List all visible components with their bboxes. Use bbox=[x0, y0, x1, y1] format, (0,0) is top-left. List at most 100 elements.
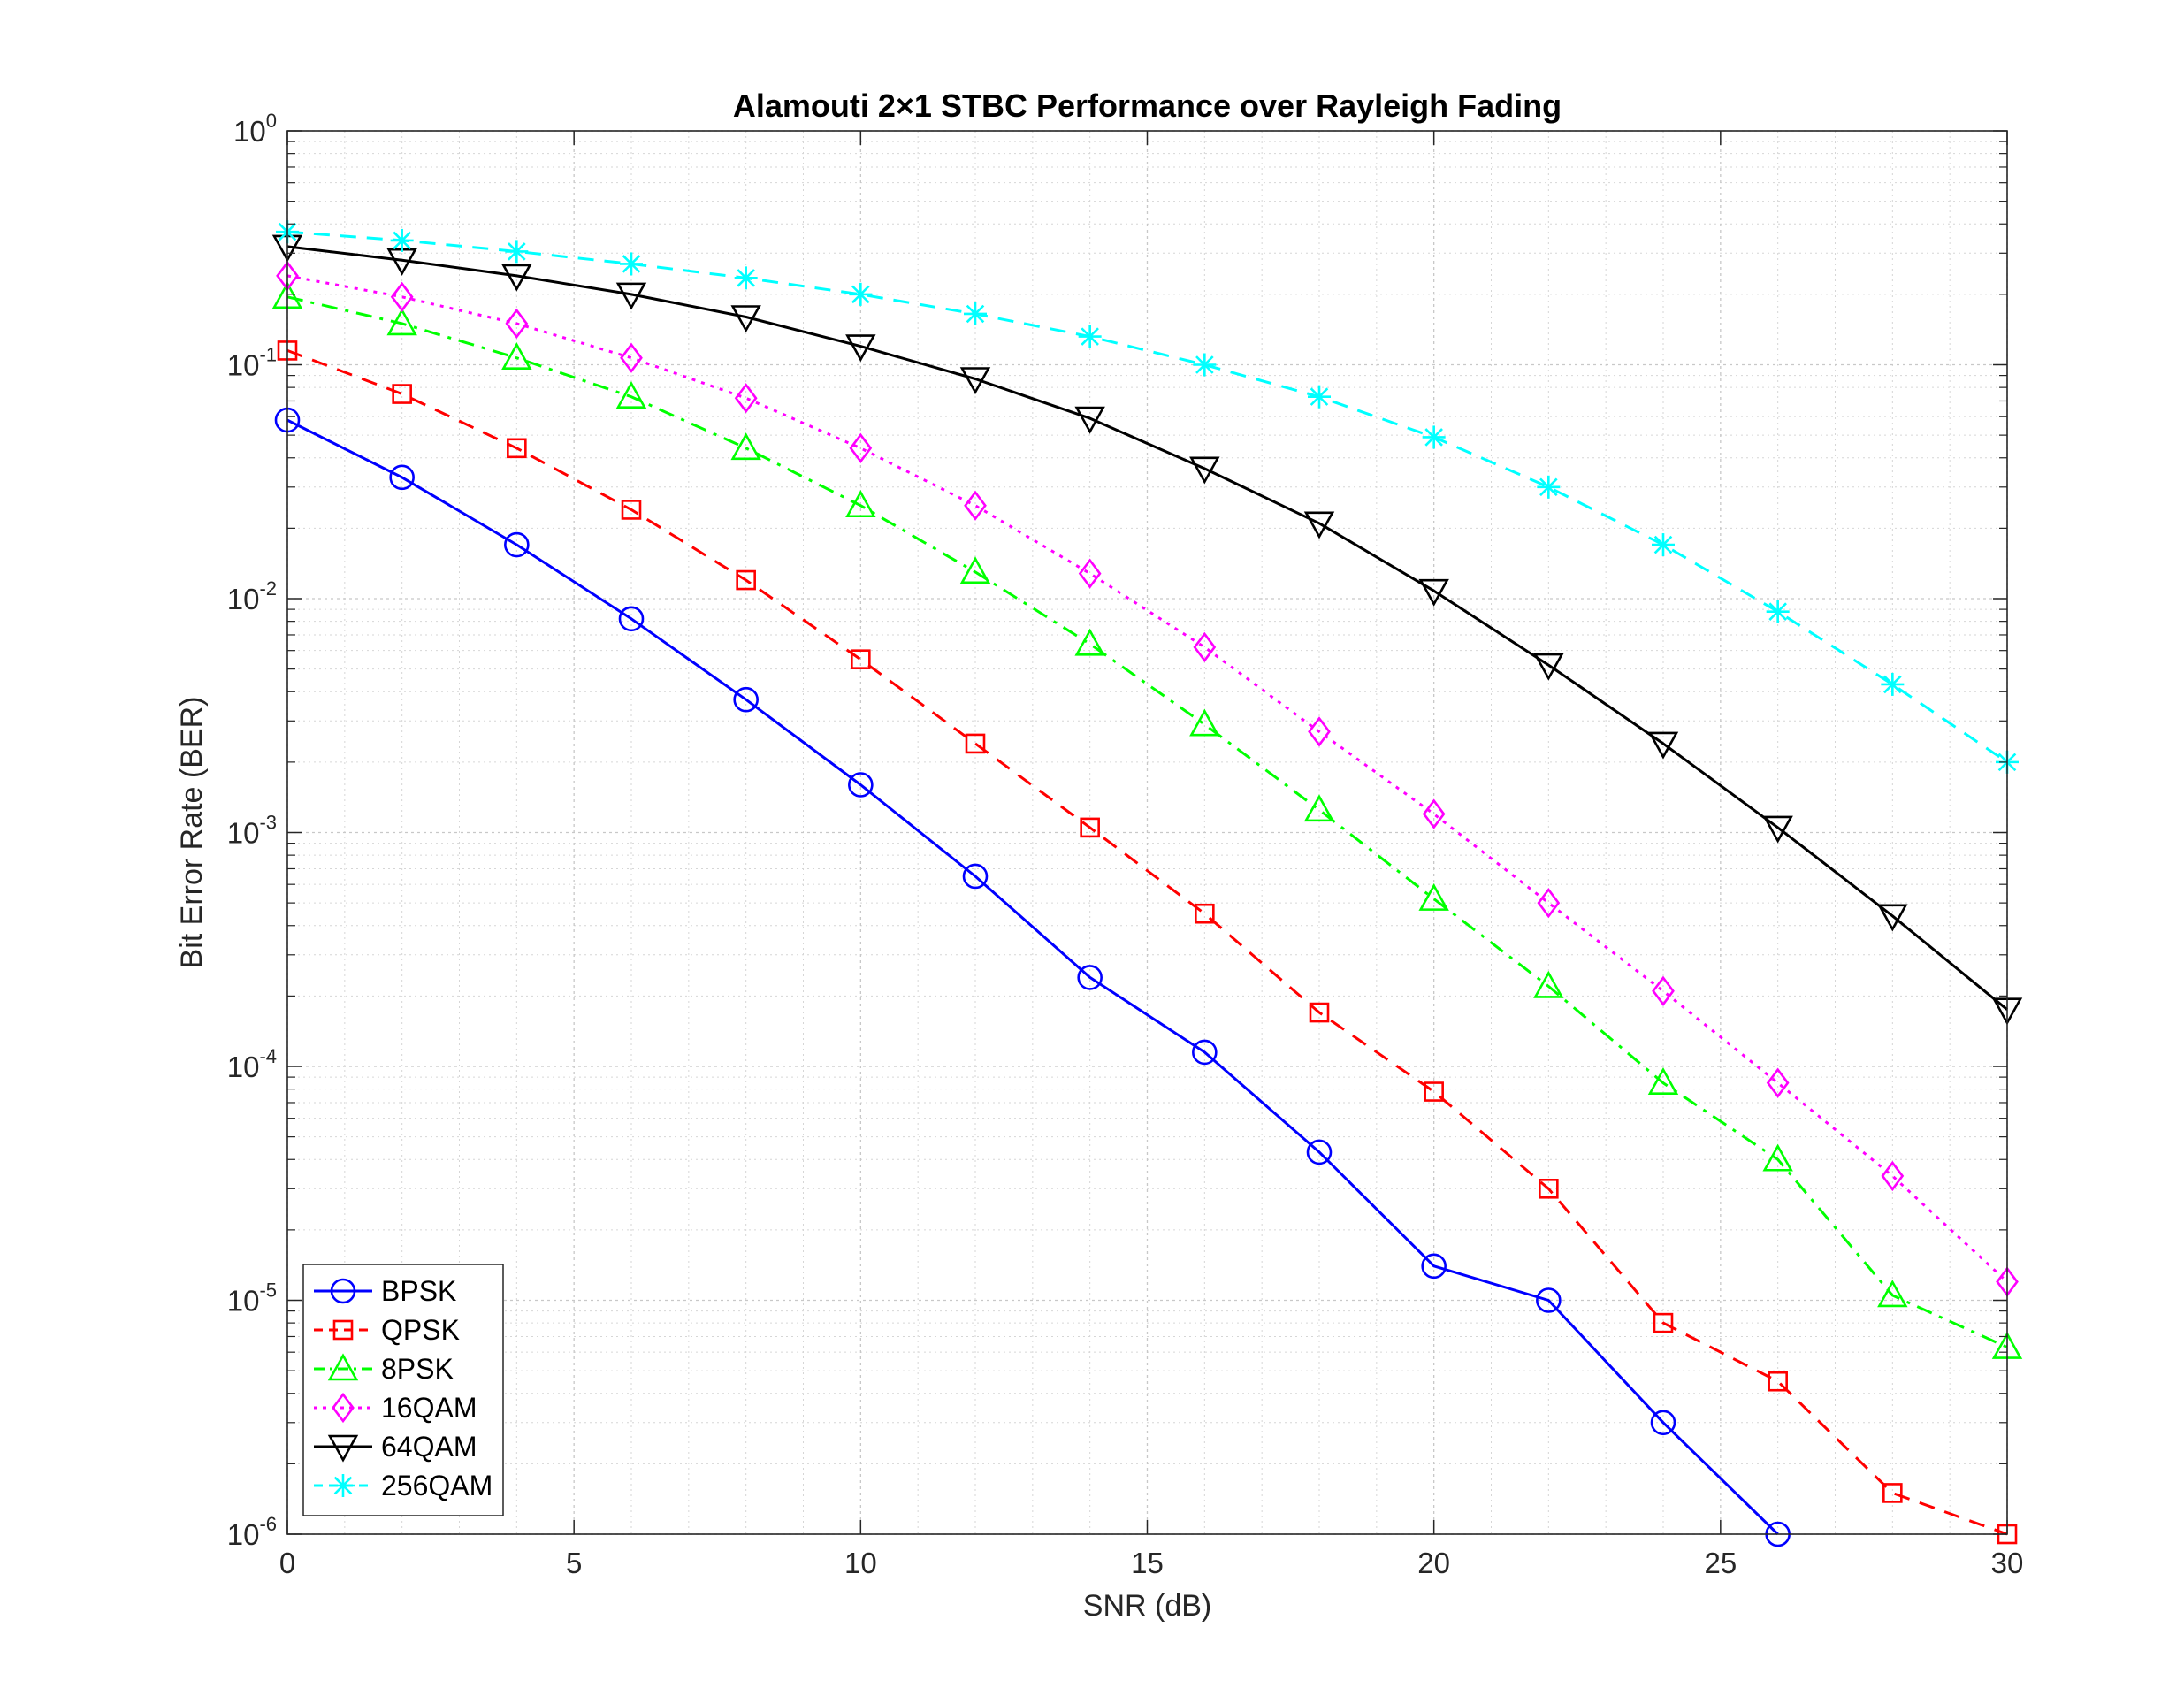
data-point-64qam bbox=[730, 305, 761, 333]
data-point-bpsk bbox=[504, 531, 530, 558]
data-point-8psk bbox=[845, 490, 876, 518]
data-point-16qam bbox=[849, 432, 873, 463]
legend-marker-256qam bbox=[332, 1474, 355, 1497]
data-point-16qam bbox=[505, 308, 529, 340]
series-256qam bbox=[276, 220, 2019, 774]
data-point-256qam bbox=[1422, 425, 1446, 449]
legend-marker-64qam bbox=[327, 1434, 359, 1463]
y-tick-label: 10-2 bbox=[227, 577, 277, 615]
data-point-qpsk bbox=[736, 569, 756, 591]
data-point-16qam bbox=[1766, 1067, 1790, 1098]
x-tick-label: 25 bbox=[1704, 1547, 1737, 1579]
data-point-qpsk bbox=[851, 649, 871, 669]
data-point-8psk bbox=[730, 432, 761, 461]
data-point-bpsk bbox=[1077, 965, 1103, 990]
data-point-64qam bbox=[959, 367, 991, 395]
data-point-8psk bbox=[1877, 1280, 1908, 1308]
data-point-bpsk bbox=[962, 863, 989, 890]
legend-entry-qpsk: QPSK bbox=[314, 1314, 460, 1346]
data-point-256qam bbox=[1078, 325, 1102, 348]
data-point-qpsk bbox=[965, 733, 986, 754]
data-point-16qam bbox=[1881, 1160, 1905, 1192]
data-point-8psk bbox=[386, 308, 417, 336]
data-point-16qam bbox=[620, 342, 643, 373]
series-qpsk bbox=[277, 340, 2018, 1545]
series-64qam bbox=[271, 234, 2023, 1026]
data-point-64qam bbox=[1074, 406, 1105, 434]
legend-label-256qam: 256QAM bbox=[381, 1470, 493, 1501]
data-point-64qam bbox=[1647, 731, 1679, 760]
legend-entry-bpsk: BPSK bbox=[314, 1275, 456, 1307]
data-point-qpsk bbox=[1080, 817, 1100, 838]
data-point-bpsk bbox=[1421, 1253, 1447, 1280]
x-tick-label: 15 bbox=[1131, 1547, 1164, 1579]
data-point-16qam bbox=[1193, 631, 1217, 663]
series-layer bbox=[271, 220, 2023, 1547]
legend-marker-16qam bbox=[332, 1392, 355, 1424]
series-line-8psk bbox=[286, 295, 2008, 1348]
data-point-256qam bbox=[390, 228, 414, 252]
data-point-64qam bbox=[501, 264, 532, 292]
data-point-64qam bbox=[1762, 815, 1793, 844]
data-point-8psk bbox=[615, 380, 647, 409]
data-point-16qam bbox=[734, 383, 758, 414]
data-point-8psk bbox=[1303, 794, 1335, 822]
data-point-256qam bbox=[964, 302, 987, 325]
y-tick-label: 10-3 bbox=[227, 812, 277, 850]
data-point-64qam bbox=[1877, 904, 1908, 932]
legend-label-8psk: 8PSK bbox=[381, 1353, 454, 1385]
legend-entry-256qam: 256QAM bbox=[314, 1470, 493, 1501]
data-point-8psk bbox=[959, 556, 991, 584]
data-point-bpsk bbox=[618, 606, 645, 632]
data-point-bpsk bbox=[1536, 1287, 1562, 1313]
series-16qam bbox=[276, 260, 2019, 1297]
data-point-qpsk bbox=[1424, 1081, 1444, 1102]
data-point-bpsk bbox=[389, 464, 415, 491]
x-tick-label: 0 bbox=[279, 1547, 295, 1579]
data-point-256qam bbox=[849, 282, 873, 306]
legend-marker-bpsk bbox=[330, 1278, 356, 1304]
data-point-8psk bbox=[501, 342, 532, 371]
data-point-256qam bbox=[1193, 353, 1217, 377]
data-point-bpsk bbox=[1650, 1410, 1676, 1436]
series-line-qpsk bbox=[286, 348, 2008, 1536]
legend-label-qpsk: QPSK bbox=[381, 1314, 460, 1346]
series-line-bpsk bbox=[286, 418, 1779, 1536]
series-line-256qam bbox=[286, 230, 2008, 764]
y-tick-label: 10-5 bbox=[227, 1280, 277, 1318]
y-tick-label: 10-6 bbox=[227, 1513, 277, 1551]
data-point-qpsk bbox=[1309, 1002, 1330, 1023]
data-point-64qam bbox=[1189, 456, 1220, 485]
data-point-64qam bbox=[845, 334, 876, 363]
y-tick-labels: 100 10-1 10-2 10-3 10-4 10-5 10-6 bbox=[227, 110, 277, 1551]
data-point-64qam bbox=[615, 282, 647, 310]
data-point-64qam bbox=[1533, 653, 1564, 681]
data-point-8psk bbox=[1533, 970, 1564, 998]
data-point-64qam bbox=[1303, 511, 1335, 539]
data-point-64qam bbox=[1418, 578, 1449, 607]
data-point-256qam bbox=[1881, 672, 1905, 696]
data-point-16qam bbox=[1078, 558, 1102, 589]
legend-label-16qam: 16QAM bbox=[381, 1392, 477, 1424]
data-point-qpsk bbox=[621, 500, 642, 520]
x-tick-label: 30 bbox=[1991, 1547, 2024, 1579]
data-point-bpsk bbox=[848, 772, 874, 798]
y-tick-label: 10-1 bbox=[227, 344, 277, 382]
data-point-bpsk bbox=[1192, 1039, 1218, 1066]
legend-box bbox=[302, 1264, 504, 1516]
data-point-16qam bbox=[964, 490, 987, 521]
chart-title: Alamouti 2×1 STBC Performance over Rayle… bbox=[733, 88, 1562, 124]
x-tick-label: 5 bbox=[566, 1547, 582, 1579]
data-point-16qam bbox=[390, 281, 414, 312]
legend-entry-64qam: 64QAM bbox=[314, 1431, 477, 1463]
data-point-qpsk bbox=[1882, 1483, 1903, 1503]
data-point-256qam bbox=[1652, 533, 1675, 557]
data-point-16qam bbox=[1652, 975, 1675, 1006]
series-line-64qam bbox=[286, 245, 2008, 1011]
data-point-8psk bbox=[1762, 1143, 1793, 1172]
legend-marker-8psk bbox=[327, 1353, 359, 1381]
tick-marks bbox=[286, 130, 2008, 1535]
legend-label-64qam: 64QAM bbox=[381, 1431, 477, 1463]
x-tick-labels: 0 5 10 15 20 25 30 bbox=[279, 1547, 2024, 1579]
